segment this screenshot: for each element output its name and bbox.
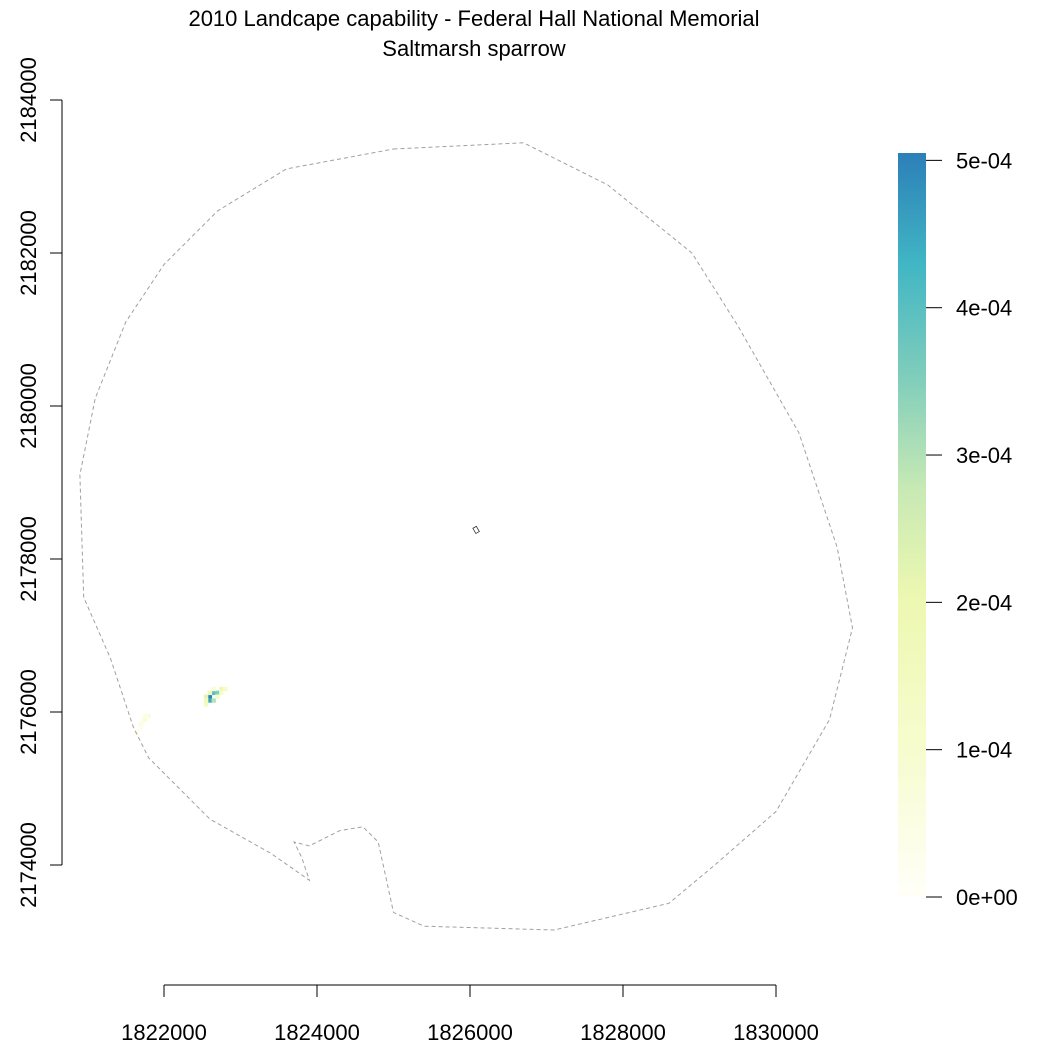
raster-cell xyxy=(219,690,224,696)
raster-cell xyxy=(211,686,216,692)
chart-title: 2010 Landcape capability - Federal Hall … xyxy=(188,6,759,31)
colorbar-tick-label: 0e+00 xyxy=(956,885,1018,910)
raster-cell xyxy=(219,686,224,692)
raster-cell xyxy=(142,713,148,718)
raster-cell xyxy=(203,698,209,703)
raster-cell xyxy=(135,728,140,734)
colorbar-tick-label: 5e-04 xyxy=(956,148,1012,173)
raster-cell xyxy=(207,694,213,699)
raster-cell xyxy=(211,690,216,696)
x-tick-label: 1826000 xyxy=(427,1020,513,1045)
colorbar-legend: 0e+00 1e-04 2e-04 3e-04 4e-04 5e-04 xyxy=(898,148,1018,910)
raster-cell xyxy=(207,698,213,703)
y-tick-label: 2176000 xyxy=(16,669,41,755)
raster-cell xyxy=(211,698,216,703)
raster-cell xyxy=(223,686,228,692)
x-tick-label: 1822000 xyxy=(121,1020,207,1045)
raster-cell xyxy=(203,694,209,699)
raster-cell xyxy=(138,725,144,730)
y-tick-label: 2174000 xyxy=(16,822,41,908)
y-tick-label: 2180000 xyxy=(16,363,41,449)
colorbar-tick-label: 2e-04 xyxy=(956,590,1012,615)
raster-cell xyxy=(135,732,140,738)
raster-cell xyxy=(146,713,151,718)
raster-cell xyxy=(138,721,144,726)
y-axis: 2174000 2176000 2178000 2180000 2182000 21840… xyxy=(16,57,63,908)
raster-cell xyxy=(203,702,209,707)
y-tick-label: 2184000 xyxy=(16,57,41,143)
y-tick-label: 2178000 xyxy=(16,516,41,602)
colorbar-tick-label: 4e-04 xyxy=(956,296,1012,321)
colorbar-gradient xyxy=(898,153,926,897)
raster-cells xyxy=(135,686,228,738)
x-axis: 1822000 1824000 1826000 1828000 1830000 xyxy=(121,984,819,1045)
raster-cell xyxy=(142,717,148,722)
study-area-boundary xyxy=(79,142,854,931)
x-tick-label: 1830000 xyxy=(733,1020,819,1045)
colorbar-tick-label: 1e-04 xyxy=(956,738,1012,763)
x-tick-label: 1828000 xyxy=(580,1020,666,1045)
x-tick-label: 1824000 xyxy=(274,1020,360,1045)
y-tick-label: 2182000 xyxy=(16,210,41,296)
colorbar-tick-label: 3e-04 xyxy=(956,443,1012,468)
park-location-marker xyxy=(472,525,480,535)
chart-subtitle: Saltmarsh sparrow xyxy=(382,36,566,61)
raster-cell xyxy=(207,690,213,696)
raster-cell xyxy=(215,694,220,699)
raster-cell xyxy=(215,690,220,696)
